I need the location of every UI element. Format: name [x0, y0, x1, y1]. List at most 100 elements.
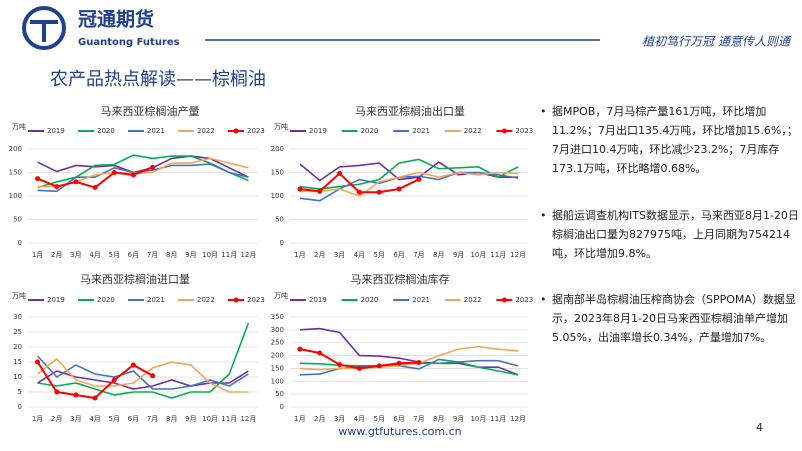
series-line: [36, 355, 249, 390]
point-marker: [356, 365, 362, 371]
y-tick-label: 300: [271, 326, 284, 334]
point-marker: [317, 188, 323, 194]
x-tick-label: 8月: [166, 251, 177, 259]
y-tick-label: 150: [271, 364, 284, 372]
point-marker: [396, 360, 402, 366]
y-tick-label: 50: [275, 390, 284, 398]
x-tick-label: 4月: [354, 415, 365, 423]
point-marker: [297, 346, 303, 352]
x-tick-label: 5月: [374, 415, 385, 423]
y-tick-label: 0: [18, 239, 22, 247]
point-marker: [356, 189, 362, 195]
x-tick-label: 7月: [413, 251, 424, 259]
legend-label: 2023: [515, 127, 533, 135]
x-tick-label: 5月: [109, 415, 120, 423]
x-tick-label: 9月: [453, 251, 464, 259]
x-tick-label: 12月: [510, 415, 526, 423]
x-tick-label: 10月: [470, 251, 486, 259]
unit-label: 万吨: [12, 291, 26, 300]
x-tick-label: 12月: [240, 415, 256, 423]
logo-bar: [42, 24, 46, 42]
y-tick-label: 150: [271, 169, 284, 177]
unit-label: 万吨: [274, 122, 288, 131]
x-tick-label: 8月: [433, 251, 444, 259]
point-marker: [396, 186, 402, 192]
legend-label: 2021: [412, 127, 430, 135]
point-marker: [73, 179, 79, 185]
x-tick-label: 5月: [374, 251, 385, 259]
point-marker: [92, 395, 98, 401]
point-marker: [73, 392, 79, 398]
y-tick-label: 250: [271, 339, 284, 347]
x-tick-label: 9月: [185, 415, 196, 423]
bullet: 据南部半岛棕榈油压榨商协会（SPPOMA）数据显示，2023年8月1-20日马来…: [540, 290, 802, 347]
x-tick-label: 7月: [413, 415, 424, 423]
legend-label: 2019: [309, 296, 327, 304]
x-tick-label: 2月: [314, 415, 325, 423]
x-tick-label: 10月: [202, 251, 218, 259]
legend-label: 2019: [309, 127, 327, 135]
chart-title: 马来西亚棕榈油出口量: [355, 104, 465, 118]
x-tick-label: 2月: [51, 251, 62, 259]
x-tick-label: 6月: [128, 251, 139, 259]
point-marker: [111, 170, 117, 175]
legend-label: 2020: [361, 296, 379, 304]
y-tick-label: 100: [271, 192, 284, 200]
chart-title: 马来西亚棕榈油库存: [351, 272, 450, 286]
x-tick-label: 6月: [128, 415, 139, 423]
legend-marker: [233, 297, 239, 303]
unit-label: 万吨: [12, 122, 26, 131]
y-tick-label: 15: [13, 358, 22, 366]
x-tick-label: 6月: [393, 415, 404, 423]
point-marker: [416, 176, 422, 182]
x-tick-label: 11月: [490, 251, 506, 259]
legend-label: 2022: [464, 296, 482, 304]
point-marker: [150, 373, 156, 379]
legend-label: 2021: [147, 296, 165, 304]
legend-label: 2023: [247, 127, 265, 135]
x-tick-label: 3月: [70, 251, 81, 259]
y-tick-label: 0: [280, 239, 284, 247]
x-tick-label: 1月: [32, 251, 43, 259]
point-marker: [130, 362, 136, 368]
y-tick-label: 30: [13, 313, 22, 321]
x-tick-label: 4月: [89, 251, 100, 259]
y-tick-label: 0: [280, 403, 284, 411]
point-marker: [130, 172, 136, 178]
legend-label: 2022: [464, 127, 482, 135]
x-tick-label: 1月: [294, 415, 305, 423]
legend-label: 2022: [197, 296, 215, 304]
x-tick-label: 4月: [354, 251, 365, 259]
point-marker: [376, 189, 382, 195]
y-tick-label: 200: [9, 145, 22, 153]
x-tick-label: 11月: [490, 415, 506, 423]
point-marker: [317, 350, 323, 356]
series-line: [37, 357, 249, 393]
y-tick-label: 5: [18, 388, 22, 396]
y-tick-label: 25: [13, 328, 22, 336]
point-marker: [92, 185, 98, 191]
x-tick-label: 1月: [32, 415, 43, 423]
point-marker: [54, 389, 60, 395]
unit-label: 万吨: [274, 291, 288, 300]
logo-ring: [22, 6, 66, 50]
legend-label: 2019: [47, 296, 65, 304]
x-tick-label: 10月: [202, 415, 218, 423]
x-tick-label: 4月: [89, 415, 100, 423]
legend-marker: [501, 297, 507, 303]
point-marker: [111, 377, 117, 383]
legend-label: 2020: [361, 127, 379, 135]
bullet: 据MPOB，7月马棕产量161万吨，环比增加11.2%；7月出口135.4万吨，…: [540, 102, 802, 178]
y-tick-label: 100: [9, 192, 22, 200]
x-tick-label: 2月: [314, 251, 325, 259]
x-tick-label: 11月: [221, 251, 237, 259]
legend-label: 2020: [97, 127, 115, 135]
slide-title: 农产品热点解读——棕榈油: [50, 69, 266, 90]
y-tick-label: 150: [9, 169, 22, 177]
point-marker: [150, 164, 156, 170]
x-tick-label: 2月: [51, 415, 62, 423]
y-tick-label: 50: [13, 216, 22, 224]
point-marker: [35, 176, 41, 182]
x-tick-label: 12月: [510, 251, 526, 259]
